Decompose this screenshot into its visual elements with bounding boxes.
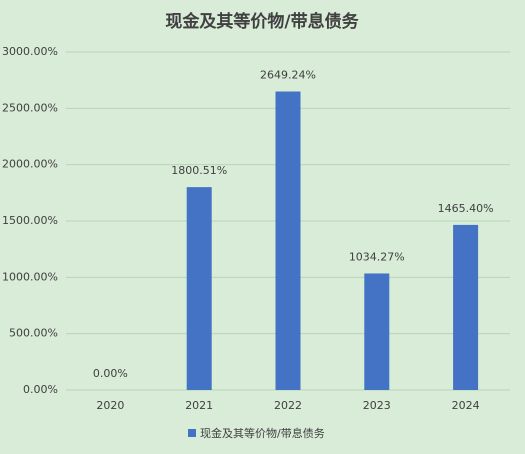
y-tick-label: 1500.00%	[2, 214, 58, 227]
bar	[186, 187, 212, 390]
y-tick-label: 1000.00%	[2, 270, 58, 283]
bar	[275, 91, 301, 391]
y-tick-label: 0.00%	[23, 383, 58, 396]
x-tick-label: 2023	[363, 399, 391, 412]
data-label: 1465.40%	[438, 202, 494, 215]
y-tick-label: 2000.00%	[2, 158, 58, 171]
bar	[453, 224, 479, 390]
bar	[364, 273, 390, 390]
chart-title: 现金及其等价物/带息债务	[165, 11, 359, 32]
y-tick-label: 3000.00%	[2, 45, 58, 58]
legend-swatch	[188, 429, 196, 437]
y-tick-label: 500.00%	[9, 327, 58, 340]
x-tick-label: 2024	[452, 399, 480, 412]
legend-label: 现金及其等价物/带息债务	[200, 426, 325, 440]
x-tick-label: 2021	[185, 399, 213, 412]
data-label: 1800.51%	[171, 164, 227, 177]
data-label: 0.00%	[93, 367, 128, 380]
data-label: 1034.27%	[349, 250, 405, 263]
x-tick-label: 2020	[96, 399, 124, 412]
data-label: 2649.24%	[260, 69, 316, 82]
x-tick-label: 2022	[274, 399, 302, 412]
y-tick-label: 2500.00%	[2, 101, 58, 114]
